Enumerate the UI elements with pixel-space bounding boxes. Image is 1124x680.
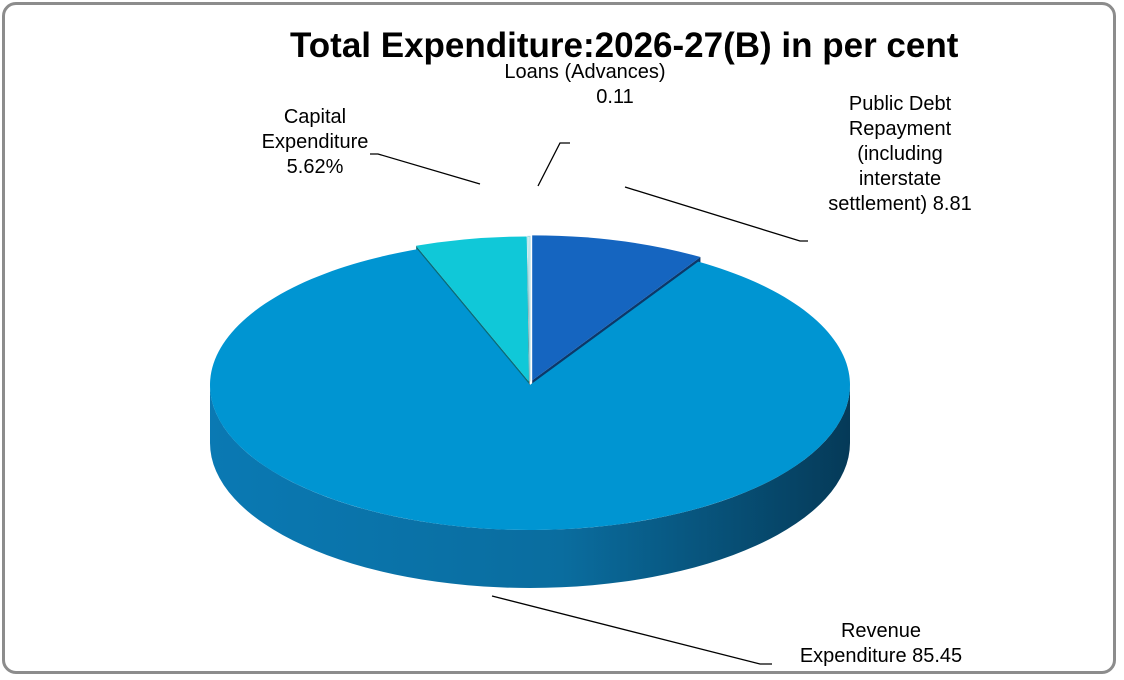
chart-title: Total Expenditure:2026-27(B) in per cent <box>290 26 959 65</box>
label-line: Revenue <box>840 620 922 642</box>
slice-top-face <box>416 236 529 382</box>
leader-revenue-expenditure <box>491 595 772 665</box>
label-line: interstate <box>858 168 942 190</box>
label-revenue-expenditure: Revenue Expenditure 85.45 <box>766 619 996 669</box>
label-public-debt-repayment: Public Debt Repayment (including interst… <box>800 92 1000 217</box>
label-line: Capital <box>283 106 347 128</box>
label-loans-advances: Loans (Advances) 0.11 <box>480 60 690 110</box>
label-line: Expenditure 85.45 <box>799 645 963 667</box>
pie-slice-revenue-expenditure <box>209 249 851 588</box>
label-line: Repayment <box>848 118 952 140</box>
label-capital-expenditure: Capital Expenditure 5.62% <box>250 105 380 180</box>
slice-top-face <box>209 249 851 530</box>
label-line: 0.11 <box>596 86 634 108</box>
label-line: (including <box>857 143 943 165</box>
slice-top-face <box>527 235 531 382</box>
leader-loans-advances <box>537 142 570 187</box>
label-line: settlement) 8.81 <box>828 193 972 215</box>
leader-capital-expenditure <box>370 153 481 185</box>
label-line: Expenditure <box>261 131 369 153</box>
leader-public-debt-repayment <box>624 186 808 242</box>
label-line: Public Debt <box>848 93 952 115</box>
label-line: Loans (Advances) <box>504 61 666 83</box>
label-line: 5.62% <box>286 156 344 178</box>
slice-outer-wall <box>210 385 850 588</box>
slice-top-face <box>532 235 701 381</box>
